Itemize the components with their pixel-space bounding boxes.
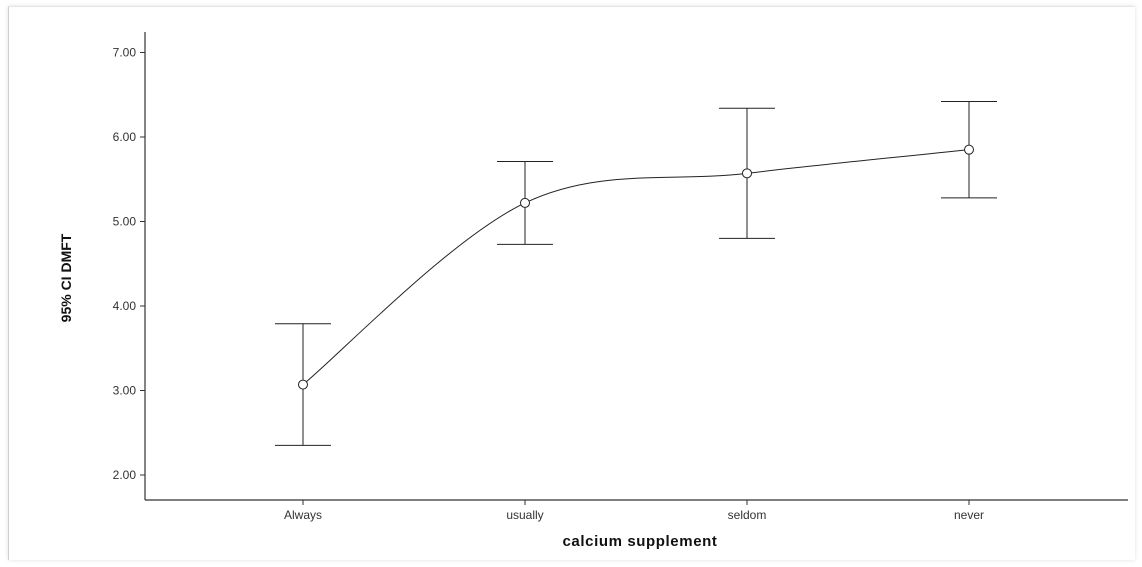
y-tick-label: 4.00 bbox=[113, 299, 137, 313]
error-bars bbox=[275, 101, 997, 446]
y-tick-label: 3.00 bbox=[113, 384, 137, 398]
x-tick-label: Always bbox=[284, 508, 322, 522]
mean-marker-usually bbox=[520, 197, 530, 208]
y-tick-label: 5.00 bbox=[113, 215, 137, 229]
x-tick-label: seldom bbox=[728, 508, 767, 522]
data-points bbox=[298, 144, 974, 390]
x-tick-label: never bbox=[954, 508, 984, 522]
y-axis-title: 95% CI DMFT bbox=[58, 233, 74, 322]
mean-marker-seldom bbox=[742, 168, 752, 179]
y-tick-label: 2.00 bbox=[113, 468, 137, 482]
x-tick-label: usually bbox=[506, 508, 543, 522]
axes bbox=[144, 32, 1128, 501]
y-tick-label: 7.00 bbox=[113, 46, 137, 60]
x-axis-ticks: Always usually seldom never bbox=[284, 500, 984, 522]
mean-marker-never bbox=[964, 144, 974, 155]
mean-curve bbox=[302, 149, 970, 385]
y-axis-ticks: 2.00 3.00 4.00 5.00 6.00 7.00 bbox=[113, 46, 145, 482]
y-tick-label: 6.00 bbox=[113, 130, 137, 144]
series-line bbox=[302, 149, 970, 385]
chart-frame bbox=[8, 6, 1135, 560]
x-axis-title: calcium supplement bbox=[562, 533, 717, 550]
mean-marker-always bbox=[298, 379, 308, 390]
